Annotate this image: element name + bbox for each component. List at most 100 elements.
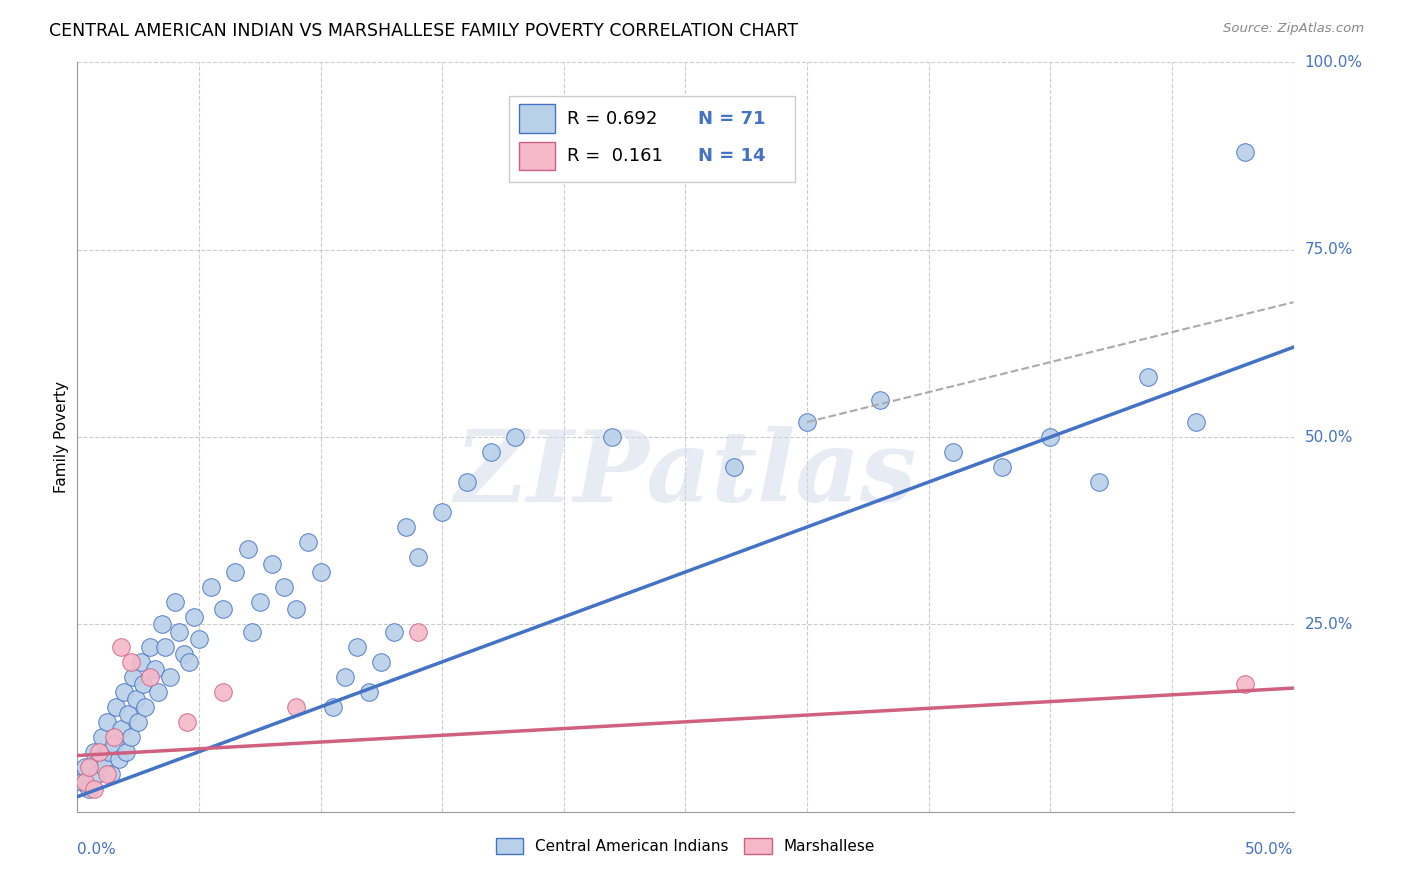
Point — [869, 392, 891, 407]
Point — [183, 610, 205, 624]
Text: N = 71: N = 71 — [697, 110, 765, 128]
Point — [503, 430, 526, 444]
Point — [236, 542, 259, 557]
Point — [89, 752, 111, 766]
Point — [105, 699, 128, 714]
Point — [79, 760, 101, 774]
Text: Source: ZipAtlas.com: Source: ZipAtlas.com — [1223, 22, 1364, 36]
Text: 0.0%: 0.0% — [77, 842, 117, 857]
Y-axis label: Family Poverty: Family Poverty — [53, 381, 69, 493]
Text: 25.0%: 25.0% — [1305, 617, 1353, 632]
Point — [176, 714, 198, 729]
Point — [942, 445, 965, 459]
Point — [112, 685, 135, 699]
Point — [179, 655, 201, 669]
Point — [370, 655, 392, 669]
Legend: Central American Indians, Marshallese: Central American Indians, Marshallese — [489, 832, 882, 860]
Point — [70, 774, 93, 789]
Point — [90, 730, 112, 744]
Point — [127, 714, 149, 729]
Text: 100.0%: 100.0% — [1305, 55, 1362, 70]
Point — [120, 730, 142, 744]
Point — [153, 640, 176, 654]
Point — [297, 535, 319, 549]
Point — [346, 640, 368, 654]
Point — [406, 549, 429, 564]
Point — [796, 415, 818, 429]
Point — [1185, 415, 1208, 429]
Point — [456, 475, 478, 489]
Text: CENTRAL AMERICAN INDIAN VS MARSHALLESE FAMILY POVERTY CORRELATION CHART: CENTRAL AMERICAN INDIAN VS MARSHALLESE F… — [49, 22, 799, 40]
Point — [103, 737, 125, 751]
Point — [285, 699, 308, 714]
Point — [97, 745, 120, 759]
Text: 50.0%: 50.0% — [1246, 842, 1294, 857]
Point — [132, 677, 155, 691]
Point — [100, 767, 122, 781]
Text: 50.0%: 50.0% — [1305, 430, 1353, 444]
Point — [242, 624, 264, 639]
Point — [990, 460, 1012, 475]
Point — [188, 632, 211, 647]
Point — [79, 782, 101, 797]
Point — [120, 655, 142, 669]
Point — [723, 460, 745, 475]
Point — [1088, 475, 1111, 489]
Point — [430, 505, 453, 519]
Point — [73, 760, 96, 774]
Point — [1233, 677, 1256, 691]
Point — [129, 655, 152, 669]
Point — [260, 558, 283, 572]
Point — [96, 714, 118, 729]
Point — [125, 692, 148, 706]
Point — [139, 670, 162, 684]
Text: R =  0.161: R = 0.161 — [568, 147, 664, 165]
Point — [96, 767, 118, 781]
Point — [359, 685, 381, 699]
Point — [322, 699, 344, 714]
Point — [107, 752, 129, 766]
Point — [333, 670, 356, 684]
Point — [115, 745, 138, 759]
Point — [110, 723, 132, 737]
Text: ZIPatlas: ZIPatlas — [454, 426, 917, 523]
Point — [110, 640, 132, 654]
Point — [309, 565, 332, 579]
Point — [83, 745, 105, 759]
Point — [122, 670, 145, 684]
Point — [602, 430, 624, 444]
Point — [273, 580, 295, 594]
Point — [103, 730, 125, 744]
Text: R = 0.692: R = 0.692 — [568, 110, 658, 128]
Point — [173, 648, 195, 662]
Point — [212, 685, 235, 699]
Point — [89, 745, 111, 759]
Point — [73, 774, 96, 789]
Point — [406, 624, 429, 639]
Point — [143, 662, 166, 676]
Point — [285, 602, 308, 616]
Point — [395, 520, 418, 534]
Text: N = 14: N = 14 — [697, 147, 765, 165]
FancyBboxPatch shape — [519, 142, 555, 170]
Point — [83, 782, 105, 797]
Text: 75.0%: 75.0% — [1305, 243, 1353, 257]
FancyBboxPatch shape — [509, 96, 794, 182]
Point — [134, 699, 156, 714]
Point — [93, 760, 115, 774]
Point — [382, 624, 405, 639]
Point — [1233, 145, 1256, 160]
Point — [212, 602, 235, 616]
Point — [249, 595, 271, 609]
Point — [1136, 370, 1159, 384]
Point — [169, 624, 191, 639]
Point — [86, 767, 108, 781]
Point — [152, 617, 174, 632]
Point — [163, 595, 186, 609]
FancyBboxPatch shape — [519, 104, 555, 133]
Point — [146, 685, 169, 699]
Point — [1039, 430, 1062, 444]
Point — [117, 707, 139, 722]
Point — [224, 565, 246, 579]
Point — [139, 640, 162, 654]
